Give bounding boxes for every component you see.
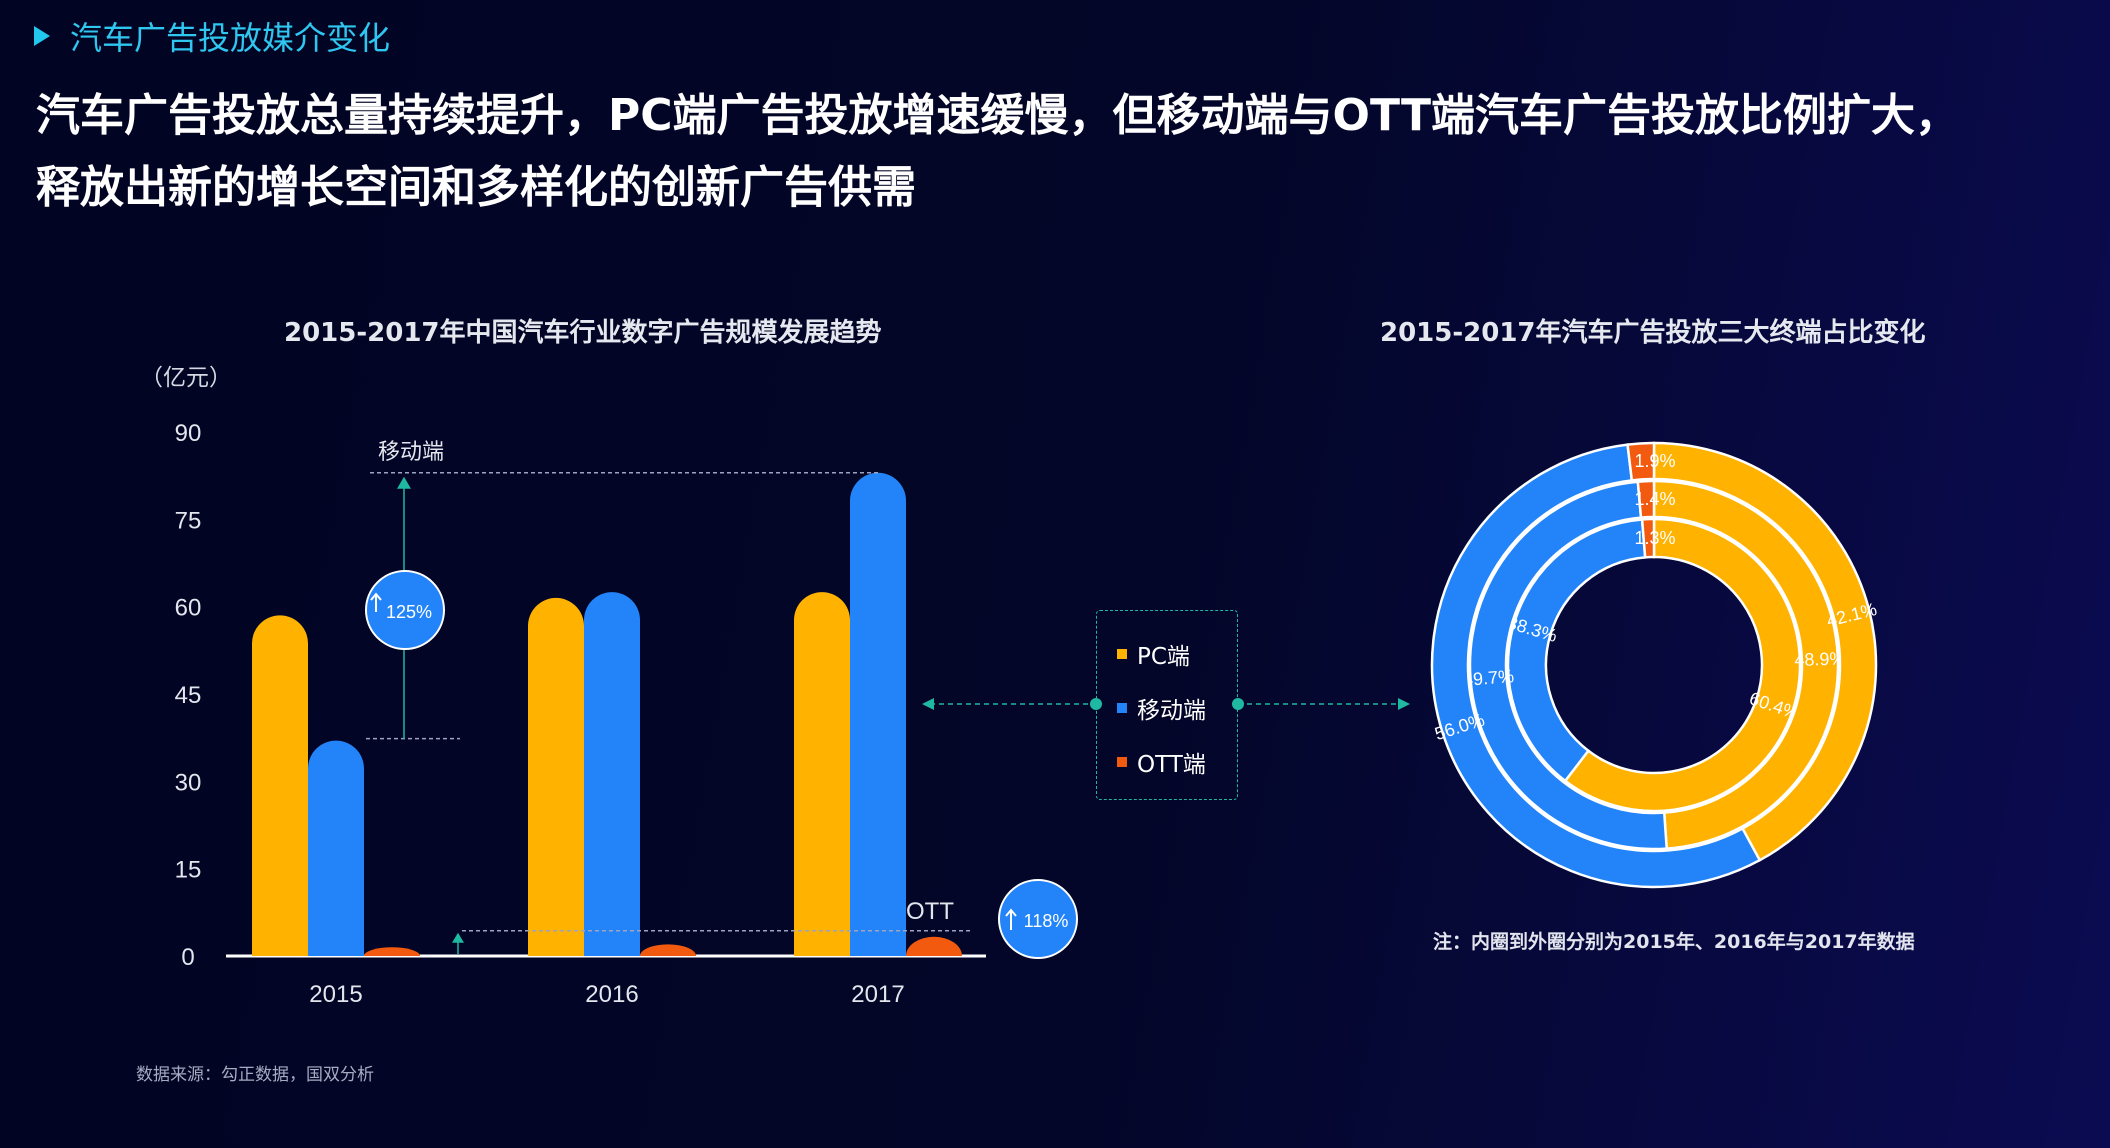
ott-growth-bubble bbox=[998, 879, 1078, 959]
section-label: 汽车广告投放媒介变化 bbox=[34, 14, 390, 58]
legend: PC端 移动端 OTT端 bbox=[1096, 610, 1238, 800]
x-tick-label: 2016 bbox=[585, 981, 638, 1008]
legend-item-ott: OTT端 bbox=[1117, 745, 1206, 779]
bar-pc-2016 bbox=[528, 597, 584, 956]
y-tick-label: 75 bbox=[175, 507, 202, 534]
connector-dot bbox=[1232, 698, 1244, 710]
play-triangle-icon bbox=[34, 26, 50, 46]
legend-item-pc: PC端 bbox=[1117, 637, 1190, 671]
legend-label-mobile: 移动端 bbox=[1137, 698, 1206, 724]
donut-label-mobile-2016: 49.7% bbox=[1462, 666, 1514, 690]
headline-line-2: 释放出新的增长空间和多样化的创新广告供需 bbox=[36, 162, 916, 213]
donut-slice-ott-2016 bbox=[1636, 479, 1656, 519]
mobile-annotation-label: 移动端 bbox=[378, 440, 444, 465]
ott-growth-arrowhead-icon bbox=[452, 932, 464, 943]
y-tick-label: 0 bbox=[181, 944, 194, 971]
mobile-growth-bubble bbox=[365, 570, 445, 650]
x-tick-label: 2017 bbox=[851, 981, 904, 1008]
bar-pc-2015 bbox=[252, 615, 308, 956]
donut-slice-ott-2015 bbox=[1640, 517, 1656, 559]
donut-label-ott-2017: 1.9% bbox=[1634, 451, 1675, 471]
y-tick-label: 60 bbox=[175, 595, 202, 622]
ott-growth-value: 118% bbox=[1024, 911, 1069, 931]
y-tick-label: 90 bbox=[175, 420, 202, 447]
section-label-text: 汽车广告投放媒介变化 bbox=[70, 19, 391, 57]
donut-label-ott-2016: 1.4% bbox=[1634, 489, 1675, 509]
donut-label-ott-2015: 1.3% bbox=[1634, 528, 1675, 548]
donut-chart-title: 2015-2017年汽车广告投放三大终端占比变化 bbox=[1380, 318, 1926, 348]
legend-swatch-ott bbox=[1117, 757, 1127, 767]
legend-label-ott: OTT端 bbox=[1137, 752, 1206, 778]
bar-chart-title: 2015-2017年中国汽车行业数字广告规模发展趋势 bbox=[284, 318, 882, 348]
y-axis-unit-label: （亿元） bbox=[140, 365, 232, 391]
legend-item-mobile: 移动端 bbox=[1117, 691, 1206, 725]
bar-mobile-2017 bbox=[850, 472, 906, 956]
donut-label-pc-2016: 48.9% bbox=[1794, 648, 1846, 670]
x-tick-label: 2015 bbox=[309, 981, 362, 1008]
y-tick-label: 45 bbox=[175, 682, 202, 709]
donut-slice-pc-2015 bbox=[1563, 517, 1802, 813]
legend-label-pc: PC端 bbox=[1137, 644, 1190, 670]
mobile-growth-value: 125% bbox=[386, 602, 432, 622]
donut-note: 注：内圈到外圈分别为2015年、2016年与2017年数据 bbox=[1433, 931, 1915, 953]
mobile-growth-arrowhead-icon bbox=[397, 476, 411, 489]
donut-slice-ott-2017 bbox=[1626, 441, 1656, 482]
donut-slice-mobile-2016 bbox=[1468, 480, 1669, 851]
page-headline: 汽车广告投放总量持续提升，PC端广告投放增速缓慢，但移动端与OTT端汽车广告投放… bbox=[36, 80, 2086, 224]
bar-pc-2017 bbox=[794, 592, 850, 956]
bar-mobile-2015 bbox=[308, 740, 364, 956]
donut-slice-pc-2016 bbox=[1652, 479, 1840, 850]
up-arrow-icon bbox=[1005, 908, 1017, 930]
bar-ott-2015 bbox=[364, 947, 420, 956]
up-arrow-icon bbox=[370, 592, 382, 612]
bar-ott-2016 bbox=[640, 944, 696, 956]
connector-arrowhead-icon bbox=[922, 698, 934, 710]
legend-swatch-pc bbox=[1117, 649, 1127, 659]
donut-slice-mobile-2017 bbox=[1430, 443, 1762, 889]
y-tick-label: 15 bbox=[175, 857, 202, 884]
ott-annotation-label: OTT bbox=[906, 898, 954, 925]
y-tick-label: 30 bbox=[175, 769, 202, 796]
legend-swatch-mobile bbox=[1117, 703, 1127, 713]
headline-line-1: 汽车广告投放总量持续提升，PC端广告投放增速缓慢，但移动端与OTT端汽车广告投放… bbox=[36, 90, 1959, 141]
connector-arrowhead-icon bbox=[1398, 698, 1410, 710]
bar-mobile-2016 bbox=[584, 592, 640, 956]
data-source: 数据来源：勾正数据，国双分析 bbox=[136, 1065, 374, 1085]
bar-ott-2017 bbox=[906, 936, 962, 956]
